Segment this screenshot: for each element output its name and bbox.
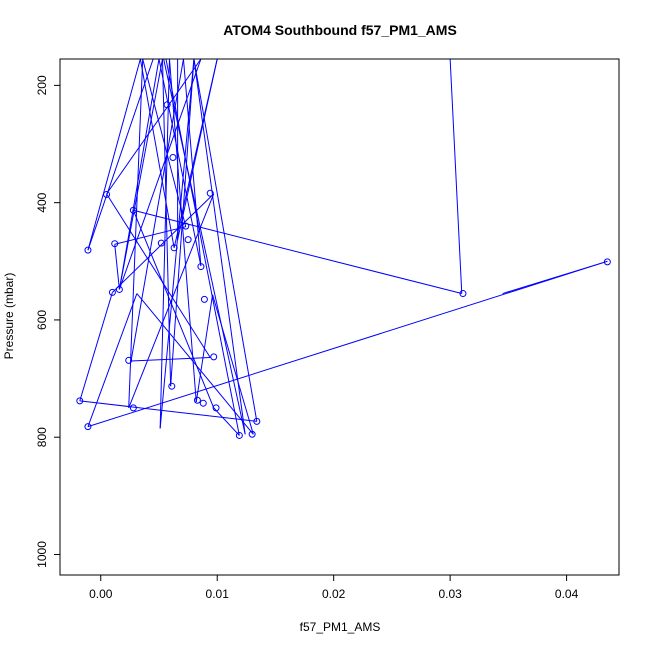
- series-segment: [136, 293, 254, 435]
- chart-title: ATOM4 Southbound f57_PM1_AMS: [223, 22, 457, 38]
- series-segment: [161, 59, 172, 387]
- series-segment: [87, 293, 138, 427]
- data-point: [199, 399, 207, 407]
- data-point: [170, 244, 178, 252]
- series-segment: [142, 59, 187, 227]
- data-point: [108, 288, 116, 296]
- x-tick-label: 0.03: [438, 587, 462, 601]
- data-point: [125, 356, 133, 364]
- series-segment: [79, 400, 257, 422]
- series-segment: [87, 260, 608, 428]
- series-segment: [158, 59, 202, 267]
- x-tick-label: 0.01: [206, 587, 230, 601]
- y-tick-label: 600: [35, 310, 49, 330]
- series-segment: [212, 294, 254, 435]
- x-axis-label: f57_PM1_AMS: [300, 620, 381, 634]
- series-segment: [449, 59, 463, 294]
- y-tick-label: 800: [35, 427, 49, 447]
- series-segment: [114, 244, 120, 290]
- series-segment: [106, 193, 211, 358]
- y-tick-label: 1000: [35, 541, 49, 568]
- x-tick-label: 0.04: [555, 587, 579, 601]
- data-point: [84, 246, 92, 254]
- series-segment: [139, 59, 175, 248]
- data-point: [76, 397, 84, 405]
- data-point: [184, 236, 192, 244]
- plot-frame: [59, 58, 620, 576]
- data-point: [103, 190, 111, 198]
- y-axis-label: Pressure (mbar): [2, 273, 16, 360]
- series-segment: [182, 59, 202, 267]
- series-segment: [118, 59, 202, 290]
- data-markers: [76, 101, 611, 439]
- data-point: [84, 423, 92, 431]
- data-point: [169, 154, 177, 162]
- series-segment: [177, 59, 218, 240]
- data-point: [210, 353, 218, 361]
- series-segment: [114, 226, 186, 245]
- series-segment: [165, 59, 240, 436]
- data-point: [193, 396, 201, 404]
- series-segment: [118, 59, 160, 290]
- x-tick-label: 0.00: [89, 587, 113, 601]
- data-series: [79, 59, 619, 436]
- series-segment: [87, 59, 154, 251]
- data-point: [200, 295, 208, 303]
- y-tick-label: 400: [35, 192, 49, 212]
- data-point: [206, 189, 214, 197]
- data-point: [182, 222, 190, 230]
- series-segment: [159, 59, 170, 429]
- data-point: [157, 239, 165, 247]
- data-point: [459, 290, 467, 298]
- data-point: [253, 417, 261, 425]
- series-segment: [118, 59, 163, 290]
- data-point: [248, 430, 256, 438]
- data-point: [111, 240, 119, 248]
- series-segment: [87, 59, 141, 251]
- data-point: [115, 285, 123, 293]
- y-tick-label: 200: [35, 75, 49, 95]
- data-point: [603, 258, 611, 266]
- series-segment: [132, 210, 215, 409]
- data-point: [212, 404, 220, 412]
- data-point: [129, 206, 137, 214]
- series-segment: [106, 59, 202, 195]
- data-point: [197, 263, 205, 271]
- series-segment: [133, 209, 462, 295]
- series-segment: [128, 59, 144, 408]
- data-point: [129, 404, 137, 412]
- data-point: [168, 382, 176, 390]
- axes: 0.00 0.01 0.02 0.03 0.04 200 400 600 800 1000: [35, 75, 579, 601]
- data-point: [235, 431, 243, 439]
- data-point: [163, 101, 171, 109]
- series-segment: [131, 356, 211, 362]
- series-segment: [213, 407, 240, 436]
- series-segment: [79, 292, 113, 401]
- x-tick-label: 0.02: [322, 587, 346, 601]
